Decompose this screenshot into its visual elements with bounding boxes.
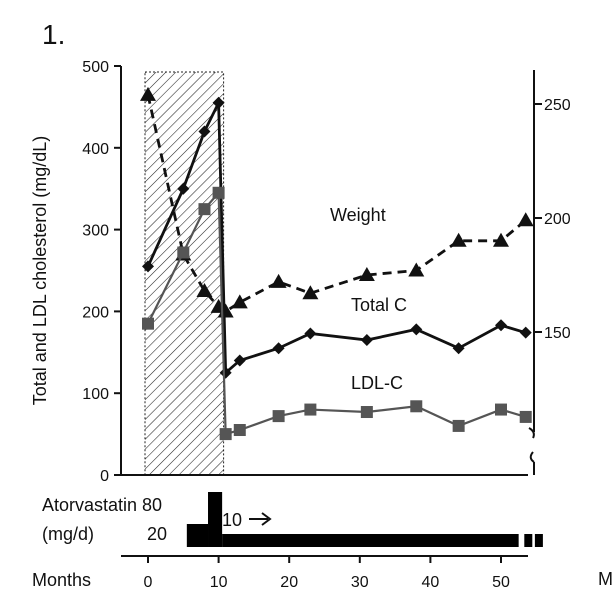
series-labels: Weight Total C LDL-C [330, 205, 407, 393]
data-point-total-c [272, 342, 285, 355]
data-point-weight [270, 273, 287, 288]
y-right-tick-label: 150 [544, 325, 571, 342]
x-tick-label: 30 [351, 574, 369, 591]
series-label-weight: Weight [330, 205, 386, 225]
data-point-ldl-c [519, 410, 532, 423]
data-point-ldl-c [452, 419, 465, 432]
x-tick-label: 0 [144, 574, 153, 591]
y-left-tick-label: 500 [82, 59, 109, 76]
x-tick-label: 20 [280, 574, 298, 591]
data-point-total-c [233, 354, 246, 367]
data-point-ldl-c [177, 246, 190, 259]
x-tick-label: 40 [422, 574, 440, 591]
data-point-ldl-c [410, 400, 423, 413]
y-right-tick-label: 200 [544, 211, 571, 228]
cutoff-letter: M [598, 569, 613, 589]
data-point-weight [196, 282, 213, 297]
dose-low-label: 20 [147, 524, 167, 544]
dose-drug-label: Atorvastatin 80 [42, 495, 162, 515]
dose-segment-10 [222, 534, 519, 547]
data-point-weight [450, 232, 467, 247]
data-point-ldl-c [142, 317, 154, 330]
series-label-ldl-c: LDL-C [351, 373, 403, 393]
series-label-total-c: Total C [351, 295, 407, 315]
dose-unit-label: (mg/d) [42, 524, 94, 544]
y-left-tick-label: 400 [82, 141, 109, 158]
data-point-total-c [219, 366, 232, 379]
dose-note-label: 10 [222, 510, 242, 530]
data-point-weight [517, 212, 534, 227]
data-point-ldl-c [198, 203, 211, 216]
data-point-total-c [304, 327, 317, 340]
data-point-total-c [410, 323, 423, 336]
data-point-total-c [452, 342, 465, 355]
y-left-tick-label: 100 [82, 386, 109, 403]
y-axis-left-label: Total and LDL cholesterol (mg/dL) [30, 136, 50, 405]
data-point-ldl-c [233, 424, 246, 437]
data-point-total-c [177, 182, 190, 195]
dose-continuation-dash [524, 534, 533, 547]
data-point-weight [493, 232, 509, 247]
dose-continuation-dash [534, 534, 543, 547]
data-point-ldl-c [360, 406, 373, 419]
data-point-ldl-c [304, 403, 317, 416]
y-left-tick-label: 0 [100, 468, 109, 485]
series-layer [140, 86, 534, 441]
data-point-ldl-c [212, 186, 225, 199]
axis-break-upper [528, 427, 535, 439]
y-left-tick-label: 200 [82, 304, 109, 321]
dose-bar: Atorvastatin 80 (mg/d) 20 10 [42, 492, 543, 547]
y-left-tick-label: 300 [82, 223, 109, 240]
data-point-weight [358, 267, 375, 281]
x-tick-label: 50 [492, 574, 510, 591]
data-point-total-c [198, 125, 211, 138]
data-point-weight [408, 262, 425, 277]
axes: 0 100 200 300 400 500 150 200 250 0 10 20 30 40 50 [82, 59, 571, 591]
dose-segment-80 [208, 492, 223, 547]
dose-arrow-head [261, 512, 272, 526]
x-tick-label: 10 [210, 574, 228, 591]
data-point-weight [140, 86, 156, 101]
y-right-tick-label: 250 [544, 97, 571, 114]
panel-label: 1. [42, 19, 65, 50]
data-point-total-c [495, 319, 507, 332]
data-point-ldl-c [272, 410, 285, 423]
data-point-total-c [519, 326, 532, 339]
data-point-weight [231, 294, 248, 309]
data-point-ldl-c [495, 403, 507, 416]
data-point-total-c [142, 260, 154, 273]
data-point-weight [302, 285, 319, 300]
data-point-ldl-c [219, 428, 232, 441]
axis-break-lower [529, 451, 535, 463]
data-point-total-c [360, 334, 373, 347]
dose-segment-20 [186, 524, 209, 547]
data-point-total-c [212, 96, 225, 109]
x-axis-label: Months [32, 570, 91, 590]
